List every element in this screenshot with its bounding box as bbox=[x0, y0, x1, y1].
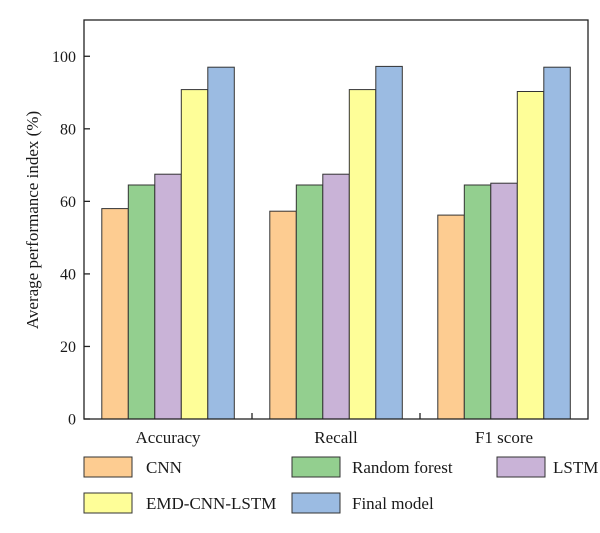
bar-lstm-recall bbox=[322, 173, 350, 420]
bar-lstm-f1-score bbox=[490, 182, 518, 420]
plot-frame bbox=[83, 19, 589, 420]
y-tick-label-80: 80 bbox=[60, 121, 76, 138]
legend-label-random-forest: Random forest bbox=[352, 458, 453, 477]
y-tick-label-40: 40 bbox=[60, 266, 76, 283]
y-tick-label-100: 100 bbox=[52, 49, 76, 66]
legend-swatch-final-model bbox=[291, 492, 341, 514]
axes-layer: 0 20 40 60 80 100 Accuracy Recall F1 score bbox=[52, 19, 589, 447]
x-category-label-f1-score: F1 score bbox=[475, 428, 533, 447]
y-tick-label-0: 0 bbox=[68, 412, 76, 429]
y-tick-label-20: 20 bbox=[60, 339, 76, 356]
bar-random-forest-recall bbox=[295, 184, 324, 420]
bar-emd-cnn-lstm-recall bbox=[348, 89, 377, 420]
bars-layer bbox=[101, 65, 571, 420]
x-category-label-accuracy: Accuracy bbox=[135, 428, 201, 447]
y-tick-label-60: 60 bbox=[60, 194, 76, 211]
bar-final-model-recall bbox=[375, 65, 403, 420]
legend-label-emd-cnn-lstm: EMD-CNN-LSTM bbox=[146, 494, 276, 513]
bar-final-model-accuracy bbox=[207, 66, 235, 420]
legend-swatch-cnn bbox=[83, 456, 133, 478]
bar-cnn-recall bbox=[269, 210, 297, 420]
bar-random-forest-accuracy bbox=[127, 184, 156, 420]
bar-emd-cnn-lstm-f1-score bbox=[516, 91, 545, 420]
y-axis-title: Average performance index (%) bbox=[23, 111, 42, 329]
legend: CNN Random forest LSTM EMD-CNN-LSTM Final mo… bbox=[83, 456, 598, 514]
bar-lstm-accuracy bbox=[154, 173, 182, 420]
x-category-label-recall: Recall bbox=[314, 428, 358, 447]
legend-label-final-model: Final model bbox=[352, 494, 434, 513]
bar-final-model-f1-score bbox=[543, 66, 571, 420]
bar-cnn-accuracy bbox=[101, 208, 129, 420]
legend-swatch-emd-cnn-lstm bbox=[83, 492, 133, 514]
bar-random-forest-f1-score bbox=[463, 184, 492, 420]
bar-cnn-f1-score bbox=[437, 214, 465, 420]
legend-swatch-random-forest bbox=[291, 456, 341, 478]
legend-label-cnn: CNN bbox=[146, 458, 182, 477]
legend-label-lstm: LSTM bbox=[553, 458, 598, 477]
legend-swatch-lstm bbox=[496, 456, 546, 478]
bar-emd-cnn-lstm-accuracy bbox=[180, 89, 209, 420]
